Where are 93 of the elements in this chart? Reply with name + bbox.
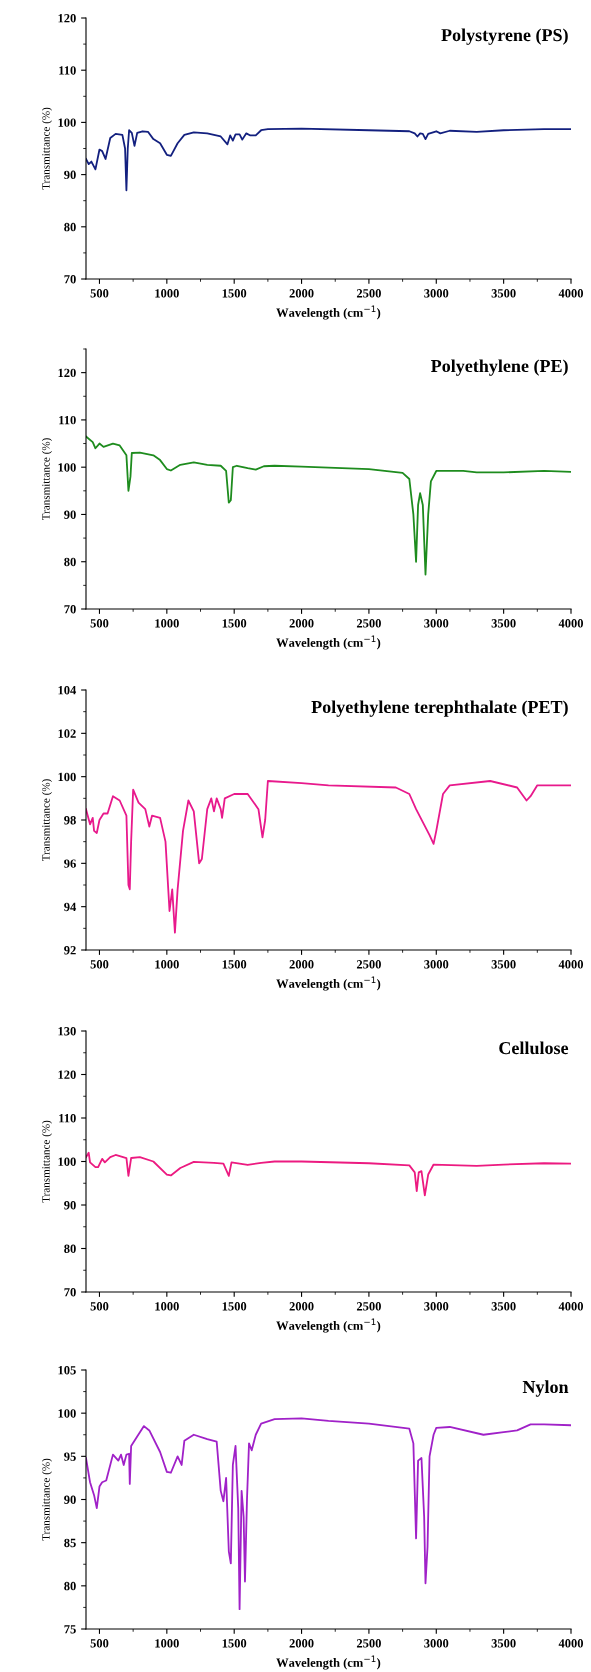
y-tick-label: 98 [64,816,76,825]
x-tick-label: 1500 [222,619,247,628]
y-tick-label: 92 [64,946,76,955]
y-tick-label: 110 [59,1114,76,1123]
x-tick-label: 1500 [222,960,247,969]
text: Polystyrene (PS) [441,28,568,45]
x-tick-label: 2000 [289,619,314,628]
y-axis-title: Transmittance (%) [41,1458,52,1541]
y-tick-label: 96 [64,859,76,868]
x-tick-label: 3000 [424,289,449,298]
x-axis-title: Wavelength (cm$^{−1}$) [276,635,381,650]
y-axis-title: Transmittance (%) [41,779,52,862]
y-tick-label: 75 [64,1625,76,1634]
line-series [86,435,571,576]
x-tick-label: 3500 [491,1302,516,1311]
chart-title: Cellulose [499,1041,569,1055]
y-tick-label: 94 [64,902,77,912]
y-tick-label: 120 [58,14,76,23]
y-tick-label: 90 [64,1495,76,1504]
x-tick-label: 500 [90,619,109,628]
x-tick-label: 4000 [558,1639,584,1648]
x-tick-label: 2500 [356,960,381,969]
y-tick-label: 100 [58,1157,76,1166]
x-tick-label: 1500 [222,1639,247,1648]
x-tick-label: 3000 [424,619,449,628]
y-tick-label: 80 [64,557,76,567]
x-tick-label: 4000 [558,1302,584,1311]
y-tick-label: 110 [59,415,76,425]
x-tick-label: 3000 [424,1302,449,1311]
y-tick-label: 70 [64,605,76,614]
y-tick-label: 90 [64,510,76,519]
x-tick-label: 1500 [222,289,247,298]
x-tick-label: 4000 [558,289,584,298]
x-tick-label: 1000 [155,619,179,628]
y-tick-label: 100 [58,1409,76,1418]
x-tick-label: 1000 [155,960,179,969]
y-tick-label: 120 [58,368,76,378]
text: Nylon [522,1380,569,1397]
y-tick-label: 120 [58,1070,76,1079]
y-tick-label: 100 [58,463,76,472]
line-series [86,1151,571,1197]
x-tick-label: 500 [90,1639,109,1648]
x-tick-label: 3500 [491,1639,516,1648]
y-axis-title: Transmittance (%) [41,438,52,521]
y-tick-label: 100 [58,118,76,127]
x-tick-label: 500 [90,1302,109,1311]
x-axis-title: Wavelength (cm$^{−1}$) [276,976,381,991]
x-tick-label: 2500 [356,289,381,298]
y-tick-label: 130 [58,1027,76,1036]
x-tick-label: 3000 [424,1639,449,1648]
x-tick-label: 500 [90,289,109,298]
line-series [86,1417,571,1611]
y-axis-title: Transmittance (%) [41,107,52,190]
y-tick-label: 80 [64,222,76,232]
x-tick-label: 4000 [558,619,584,628]
x-tick-label: 2000 [289,289,314,298]
x-tick-label: 1000 [155,1639,179,1648]
y-tick-label: 105 [58,1366,76,1375]
x-axis-title: Wavelength (cm$^{−1}$) [276,305,381,320]
x-tick-label: 2000 [289,1639,314,1648]
x-axis-title: Wavelength (cm$^{−1}$) [276,1318,381,1333]
y-tick-label: 80 [64,1581,76,1591]
y-axis-title: Transmittance (%) [41,1120,52,1203]
x-tick-label: 2500 [356,1302,381,1311]
x-tick-label: 1500 [222,1302,247,1311]
x-tick-label: 3500 [491,960,516,969]
x-tick-label: 500 [90,960,109,969]
x-tick-label: 2500 [356,619,381,628]
y-tick-label: 80 [64,1244,76,1253]
y-tick-label: 70 [64,1288,76,1297]
y-tick-label: 104 [58,686,77,695]
y-tick-label: 100 [58,772,76,782]
text: Polyethylene (PE) [430,359,568,376]
x-tick-label: 4000 [558,960,584,969]
y-tick-label: 90 [64,170,76,180]
x-tick-label: 3500 [491,619,516,628]
line-series [86,127,571,192]
text: Polyethylene terephthalate (PET) [311,700,568,717]
x-tick-label: 3000 [424,960,449,969]
y-tick-label: 110 [59,66,76,75]
x-axis-title: Wavelength (cm$^{−1}$) [276,1655,381,1670]
x-tick-label: 1000 [155,1302,179,1311]
line-series [86,780,571,934]
x-tick-label: 3500 [491,289,516,298]
y-tick-label: 102 [58,729,76,738]
x-tick-label: 2000 [289,960,314,969]
y-tick-label: 90 [64,1201,76,1210]
y-tick-label: 95 [64,1452,76,1461]
x-tick-label: 1000 [155,289,179,298]
y-tick-label: 85 [64,1538,76,1548]
x-tick-label: 2500 [356,1639,381,1648]
x-tick-label: 2000 [289,1302,314,1311]
y-tick-label: 70 [64,275,76,284]
